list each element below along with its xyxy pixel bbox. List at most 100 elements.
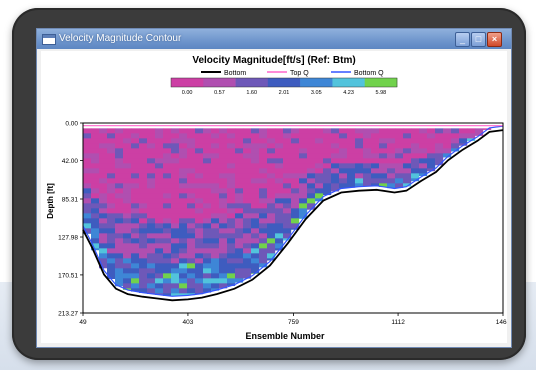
heatmap-cell: [195, 163, 204, 169]
heatmap-cell: [267, 163, 276, 169]
heatmap-cell: [411, 178, 420, 182]
heatmap-cell: [275, 193, 284, 199]
heatmap-cell: [195, 178, 204, 184]
x-tick-label: 49: [79, 319, 87, 326]
heatmap-cell: [451, 128, 460, 134]
heatmap-cell: [243, 263, 252, 269]
heatmap-cell: [147, 268, 156, 274]
heatmap-cell: [163, 163, 172, 169]
heatmap-cell: [115, 198, 124, 204]
heatmap-cell: [131, 208, 140, 214]
heatmap-cell: [251, 248, 260, 254]
chart-title: Velocity Magnitude[ft/s] (Ref: Btm): [192, 55, 355, 66]
heatmap-cell: [171, 218, 180, 224]
heatmap-cell: [123, 128, 132, 134]
maximize-button[interactable]: □: [471, 32, 486, 47]
heatmap-cell: [83, 193, 92, 199]
heatmap-cell: [243, 243, 252, 249]
heatmap-cell: [187, 263, 196, 269]
heatmap-cell: [139, 168, 148, 174]
colorbar-segment: [203, 78, 236, 87]
heatmap-cell: [379, 168, 388, 174]
heatmap-cell: [267, 248, 276, 254]
heatmap-cell: [435, 148, 444, 154]
heatmap-cell: [355, 178, 364, 184]
minimize-button[interactable]: _: [455, 32, 470, 47]
heatmap-cell: [107, 273, 116, 279]
heatmap-cell: [379, 143, 388, 149]
heatmap-cell: [123, 238, 132, 244]
heatmap-cell: [395, 148, 404, 154]
heatmap-cell: [115, 193, 124, 199]
heatmap-cell: [147, 233, 156, 239]
heatmap-cell: [347, 128, 356, 134]
heatmap-cell: [411, 173, 420, 179]
heatmap-cell: [187, 253, 196, 259]
heatmap-cell: [163, 223, 172, 229]
heatmap-cell: [195, 228, 204, 234]
heatmap-cell: [267, 238, 276, 244]
y-tick-label: 127.98: [58, 235, 78, 242]
heatmap-cell: [139, 153, 148, 159]
heatmap-cell: [299, 203, 308, 209]
heatmap-cell: [363, 138, 372, 144]
heatmap-cell: [171, 198, 180, 204]
heatmap-cell: [363, 143, 372, 149]
heatmap-cell: [171, 168, 180, 174]
heatmap-cell: [115, 173, 124, 179]
heatmap-cell: [291, 163, 300, 169]
heatmap-cell: [291, 133, 300, 139]
heatmap-cell: [411, 163, 420, 169]
heatmap-cell: [315, 173, 324, 179]
heatmap-cell: [115, 218, 124, 224]
heatmap-cell: [227, 148, 236, 154]
heatmap-cell: [387, 168, 396, 174]
heatmap-cell: [411, 153, 420, 159]
heatmap-cell: [379, 158, 388, 164]
heatmap-cell: [275, 148, 284, 154]
heatmap-cell: [395, 128, 404, 134]
heatmap-cell: [99, 248, 108, 254]
heatmap-cell: [323, 138, 332, 144]
heatmap-cell: [179, 248, 188, 254]
heatmap-cell: [411, 168, 420, 174]
heatmap-cell: [131, 278, 140, 284]
heatmap-cell: [219, 233, 228, 239]
heatmap-cell: [235, 238, 244, 244]
heatmap-cell: [267, 153, 276, 159]
heatmap-cell: [99, 223, 108, 229]
heatmap-cell: [203, 133, 212, 139]
heatmap-cell: [275, 198, 284, 204]
heatmap-cell: [371, 163, 380, 169]
heatmap-cell: [171, 148, 180, 154]
close-button[interactable]: ×: [487, 32, 502, 47]
heatmap-cell: [459, 138, 468, 144]
heatmap-cell: [147, 238, 156, 244]
heatmap-cell: [211, 288, 220, 291]
heatmap-cell: [219, 228, 228, 234]
heatmap-cell: [355, 183, 364, 187]
heatmap-cell: [427, 138, 436, 144]
heatmap-cell: [235, 133, 244, 139]
heatmap-cell: [83, 188, 92, 194]
heatmap-cell: [339, 133, 348, 139]
window-titlebar[interactable]: Velocity Magnitude Contour _ □ ×: [37, 29, 511, 49]
heatmap-cell: [139, 188, 148, 194]
heatmap-cell: [315, 143, 324, 149]
heatmap-cell: [139, 143, 148, 149]
heatmap-cell: [291, 208, 300, 214]
heatmap-cell: [203, 208, 212, 214]
heatmap-cell: [267, 198, 276, 204]
heatmap-cell: [107, 173, 116, 179]
heatmap-cell: [219, 193, 228, 199]
heatmap-cell: [443, 143, 452, 149]
heatmap-cell: [243, 138, 252, 144]
heatmap-cell: [123, 133, 132, 139]
heatmap-cell: [171, 183, 180, 189]
heatmap-cell: [147, 213, 156, 219]
heatmap-cell: [171, 203, 180, 209]
heatmap-cell: [267, 138, 276, 144]
heatmap-cell: [91, 218, 100, 224]
heatmap-cell: [251, 198, 260, 204]
heatmap-cell: [163, 253, 172, 259]
